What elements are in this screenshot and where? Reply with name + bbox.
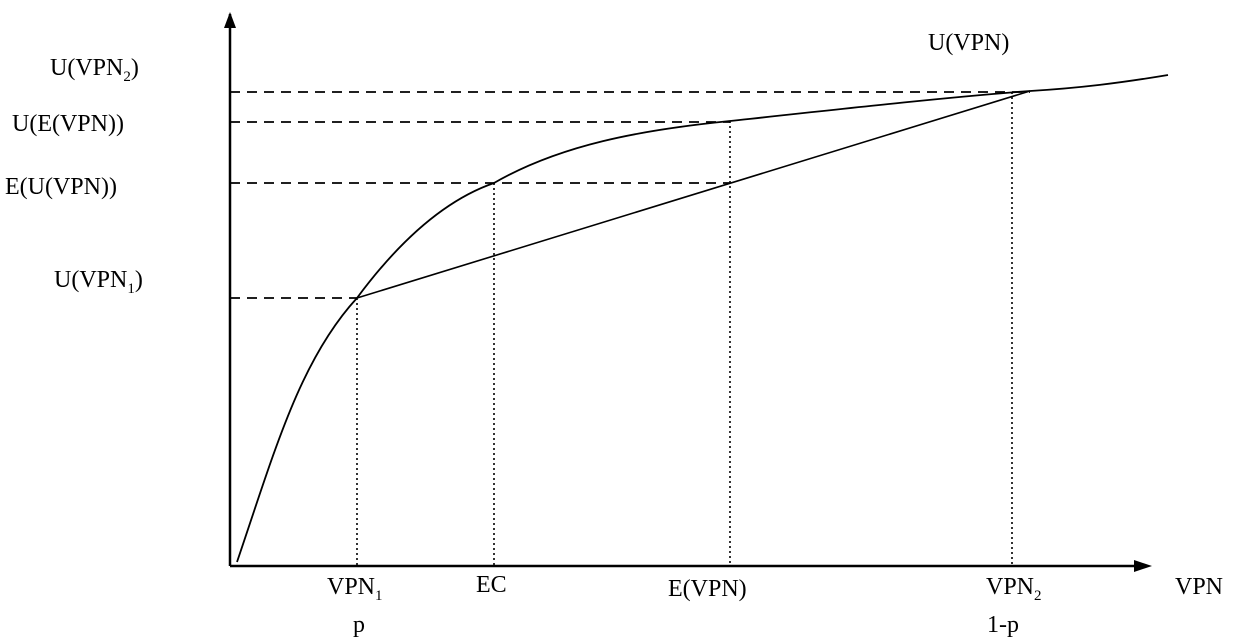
x-label-ec: EC (476, 572, 507, 598)
x-label-vpn1: VPN1 (327, 574, 383, 604)
x-label-vpn2: VPN2 (986, 574, 1042, 604)
x-label-vpn1-prob: p (353, 612, 365, 638)
expected-utility-chord (356, 90, 1031, 299)
utility-curve (236, 74, 1169, 563)
x-label-vpn2-prob: 1-p (987, 612, 1019, 638)
y-label-e-u-vpn: E(U(VPN)) (5, 174, 117, 200)
y-label-u-vpn1: U(VPN1) (54, 267, 143, 297)
y-label-u-vpn2: U(VPN2) (50, 55, 139, 85)
x-axis-arrowhead (1134, 560, 1152, 572)
y-label-u-e-vpn: U(E(VPN)) (12, 111, 124, 137)
x-axis-label: VPN (1175, 574, 1223, 600)
y-axis-arrowhead (224, 12, 236, 28)
x-label-e-vpn: E(VPN) (668, 576, 747, 602)
curve-label: U(VPN) (928, 30, 1009, 56)
